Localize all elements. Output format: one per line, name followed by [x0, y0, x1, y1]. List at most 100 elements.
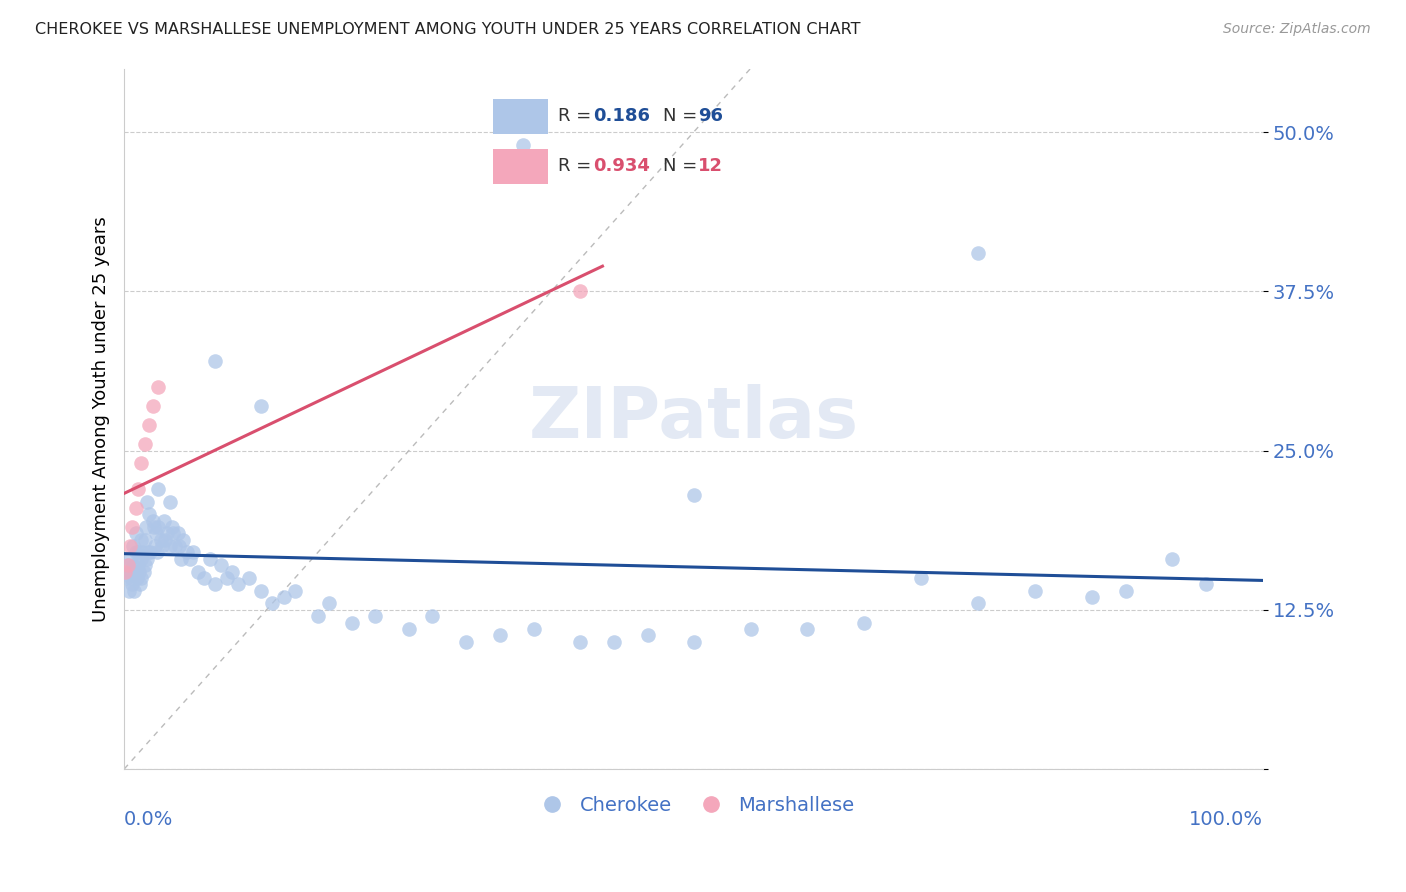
- Point: [129, 577, 152, 591]
- Point: [128, 565, 150, 579]
- Point: [1024, 583, 1046, 598]
- Point: [148, 520, 170, 534]
- Point: [127, 482, 149, 496]
- Point: [131, 545, 153, 559]
- Point: [134, 558, 156, 573]
- Point: [568, 634, 591, 648]
- Point: [122, 558, 145, 573]
- Point: [221, 565, 243, 579]
- Point: [115, 571, 138, 585]
- Point: [165, 539, 187, 553]
- Point: [160, 520, 183, 534]
- Point: [340, 615, 363, 630]
- Point: [156, 526, 179, 541]
- Point: [129, 456, 152, 470]
- Point: [318, 596, 340, 610]
- Point: [129, 552, 152, 566]
- Point: [142, 520, 165, 534]
- Point: [454, 634, 477, 648]
- Point: [135, 520, 157, 534]
- Text: 0.0%: 0.0%: [124, 810, 173, 829]
- Point: [155, 533, 177, 547]
- Point: [136, 545, 159, 559]
- Text: Source: ZipAtlas.com: Source: ZipAtlas.com: [1223, 22, 1371, 37]
- Point: [198, 552, 221, 566]
- Point: [118, 583, 141, 598]
- Text: 100.0%: 100.0%: [1189, 810, 1263, 829]
- Point: [118, 552, 141, 566]
- Y-axis label: Unemployment Among Youth under 25 years: Unemployment Among Youth under 25 years: [93, 216, 110, 622]
- Point: [136, 494, 159, 508]
- Point: [124, 583, 146, 598]
- Point: [122, 539, 145, 553]
- Point: [150, 539, 173, 553]
- Point: [129, 571, 152, 585]
- Point: [204, 354, 226, 368]
- Point: [153, 514, 176, 528]
- Point: [139, 545, 162, 559]
- Point: [1160, 552, 1182, 566]
- Point: [398, 622, 420, 636]
- Point: [127, 545, 149, 559]
- Point: [146, 545, 169, 559]
- Point: [132, 565, 155, 579]
- Point: [118, 539, 141, 553]
- Point: [179, 552, 201, 566]
- Point: [682, 488, 704, 502]
- Point: [172, 533, 194, 547]
- Point: [682, 634, 704, 648]
- Point: [512, 137, 534, 152]
- Point: [159, 494, 181, 508]
- Point: [118, 565, 141, 579]
- Point: [193, 571, 215, 585]
- Point: [967, 246, 990, 260]
- Point: [136, 552, 159, 566]
- Point: [143, 539, 166, 553]
- Point: [603, 634, 626, 648]
- Point: [250, 583, 273, 598]
- Point: [226, 577, 249, 591]
- Point: [138, 418, 160, 433]
- Legend: Cherokee, Marshallese: Cherokee, Marshallese: [526, 788, 862, 822]
- Point: [145, 526, 167, 541]
- Point: [124, 565, 146, 579]
- Point: [138, 508, 160, 522]
- Point: [124, 545, 146, 559]
- Point: [121, 520, 143, 534]
- Point: [124, 500, 146, 515]
- Point: [204, 577, 226, 591]
- Point: [1195, 577, 1218, 591]
- Point: [176, 545, 198, 559]
- Point: [129, 533, 152, 547]
- Point: [134, 437, 156, 451]
- Point: [284, 583, 307, 598]
- Point: [187, 565, 209, 579]
- Point: [148, 482, 170, 496]
- Point: [127, 558, 149, 573]
- Point: [117, 558, 139, 573]
- Text: ZIPatlas: ZIPatlas: [529, 384, 859, 453]
- Point: [170, 552, 193, 566]
- Point: [853, 615, 876, 630]
- Point: [209, 558, 232, 573]
- Point: [134, 533, 156, 547]
- Point: [142, 514, 165, 528]
- Point: [120, 571, 142, 585]
- Point: [967, 596, 990, 610]
- Point: [523, 622, 546, 636]
- Point: [215, 571, 238, 585]
- Point: [167, 539, 190, 553]
- Point: [117, 558, 139, 573]
- Point: [637, 628, 659, 642]
- Point: [796, 622, 818, 636]
- Point: [250, 399, 273, 413]
- Point: [262, 596, 284, 610]
- Point: [910, 571, 932, 585]
- Point: [238, 571, 260, 585]
- Point: [740, 622, 762, 636]
- Point: [307, 609, 329, 624]
- Point: [121, 577, 143, 591]
- Point: [124, 526, 146, 541]
- Point: [489, 628, 512, 642]
- Point: [162, 526, 184, 541]
